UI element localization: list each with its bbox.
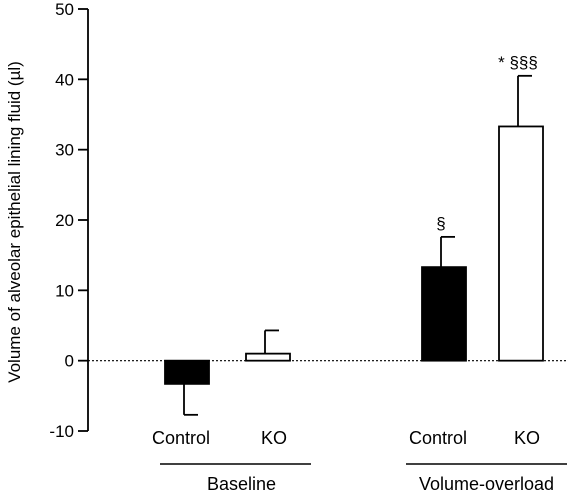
significance-label: § bbox=[436, 214, 445, 233]
bar bbox=[164, 359, 210, 385]
y-tick-label: 50 bbox=[55, 0, 74, 19]
bar bbox=[421, 266, 467, 362]
category-label: Control bbox=[152, 428, 210, 448]
y-tick-label: 30 bbox=[55, 141, 74, 160]
group-label: Volume-overload bbox=[419, 474, 554, 494]
y-tick-label: 10 bbox=[55, 281, 74, 300]
category-label: KO bbox=[261, 428, 287, 448]
y-tick-label: 0 bbox=[65, 352, 74, 371]
group-label: Baseline bbox=[207, 474, 276, 494]
y-axis-title: Volume of alveolar epithelial lining flu… bbox=[5, 61, 24, 383]
category-labels: Control KO Baseline Control KO Volume-overloa… bbox=[152, 428, 567, 494]
y-axis: -10 0 10 20 30 40 50 bbox=[49, 0, 567, 441]
y-tick-label: 20 bbox=[55, 211, 74, 230]
category-label: Control bbox=[409, 428, 467, 448]
y-tick-label: 40 bbox=[55, 70, 74, 89]
bars: § * §§§ bbox=[164, 53, 544, 416]
category-label: KO bbox=[514, 428, 540, 448]
bar bbox=[498, 125, 544, 362]
bar bbox=[245, 352, 291, 362]
y-tick-label: -10 bbox=[49, 422, 74, 441]
significance-label: * §§§ bbox=[498, 53, 538, 72]
